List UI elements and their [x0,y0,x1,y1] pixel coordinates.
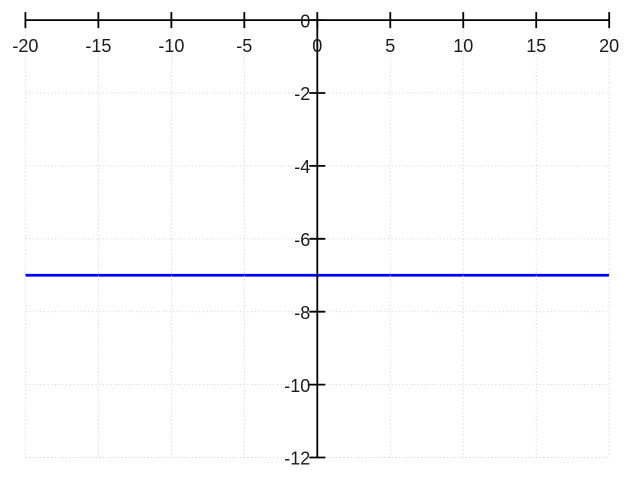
svg-text:0: 0 [300,11,310,31]
svg-text:10: 10 [453,36,473,56]
svg-text:-10: -10 [284,376,310,396]
svg-text:0: 0 [312,36,322,56]
svg-text:20: 20 [599,36,619,56]
svg-text:-2: -2 [294,84,310,104]
svg-text:-8: -8 [294,303,310,323]
svg-text:-5: -5 [236,36,252,56]
svg-text:-4: -4 [294,157,310,177]
svg-text:-20: -20 [12,36,38,56]
svg-text:15: 15 [526,36,546,56]
svg-text:-10: -10 [158,36,184,56]
svg-text:-15: -15 [85,36,111,56]
svg-text:-6: -6 [294,230,310,250]
svg-text:-12: -12 [284,449,310,469]
svg-text:5: 5 [385,36,395,56]
